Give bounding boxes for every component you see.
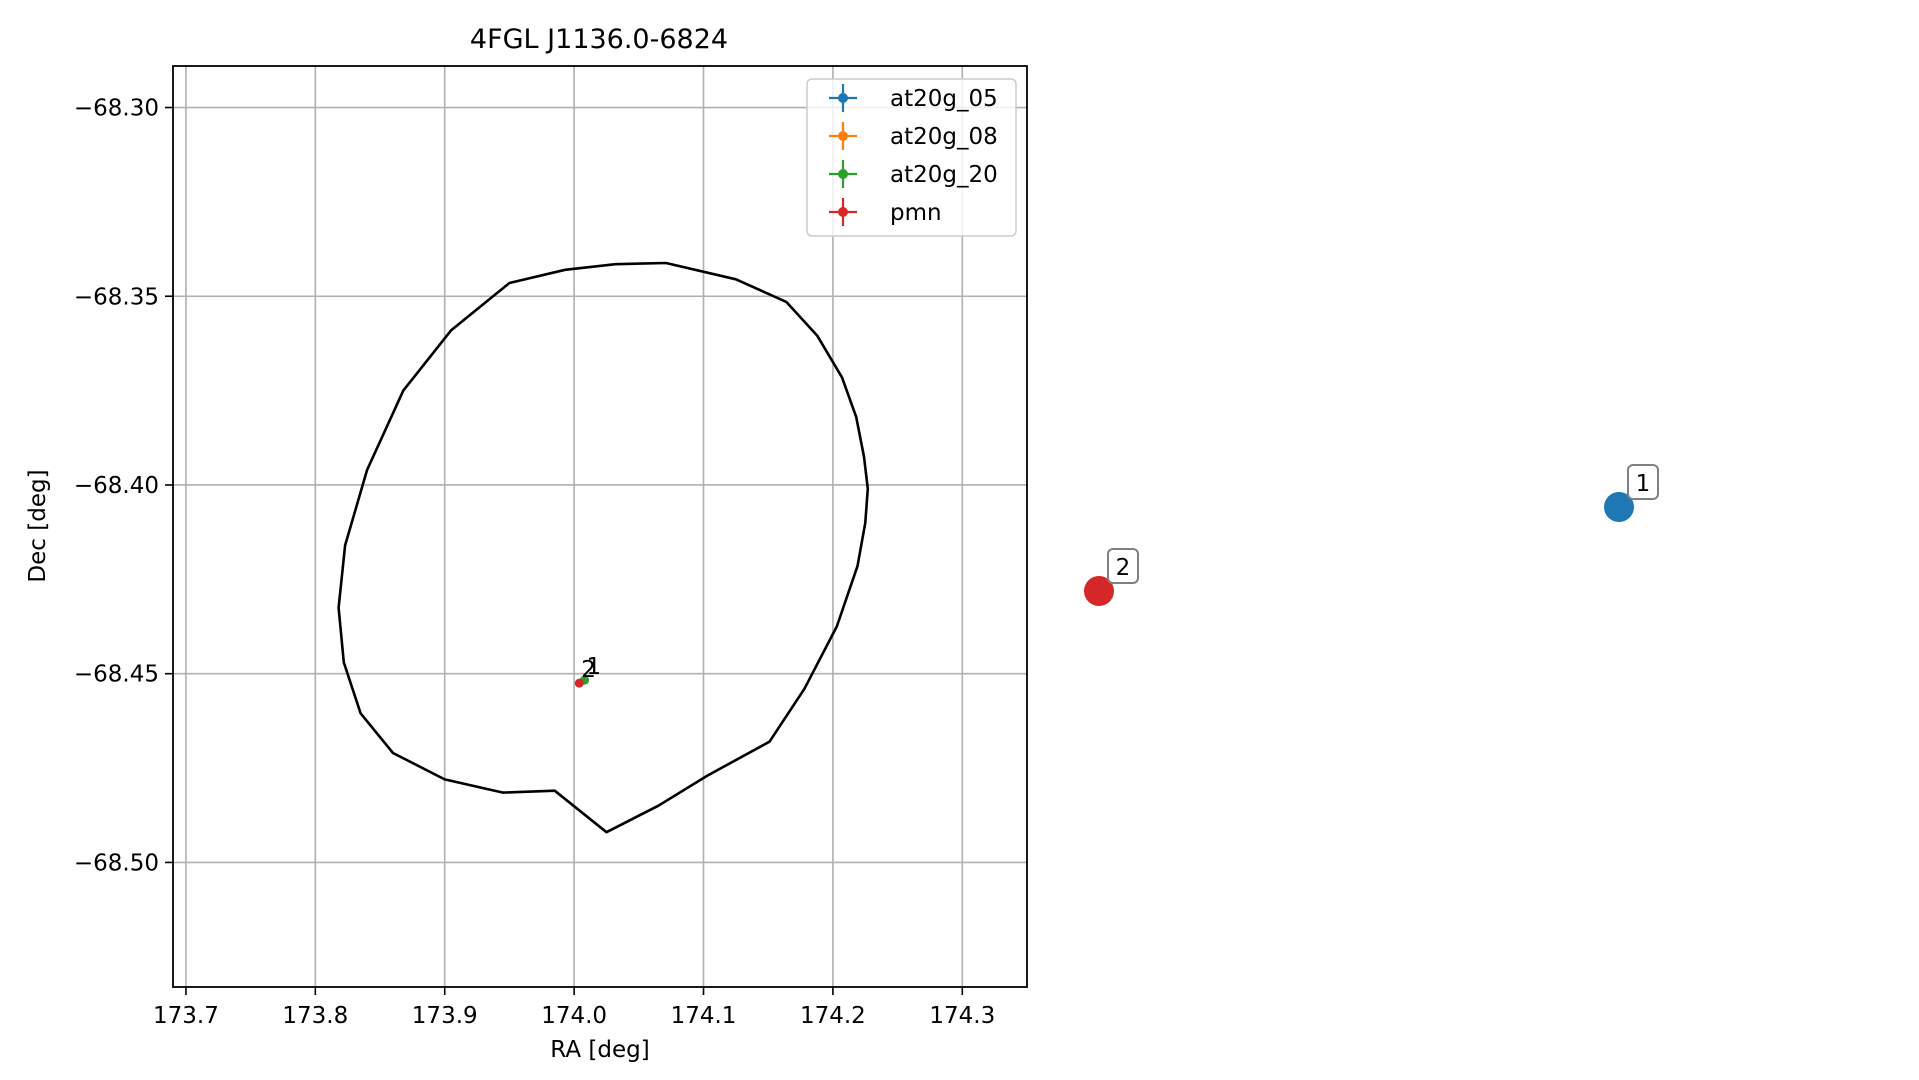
legend-marker [838, 131, 848, 141]
inset-marker-dot [1084, 576, 1114, 606]
inset-marker-badge [1627, 464, 1659, 500]
inset-marker-badge [1107, 548, 1139, 584]
inset-marker-label: 2 [1116, 555, 1131, 581]
legend-entry-at20g_05: at20g_05 [829, 84, 998, 112]
y-tick-label-1: −68.35 [74, 284, 159, 310]
inset-marker-1: 1 [1604, 464, 1659, 522]
y-axis-label: Dec [deg] [25, 469, 51, 582]
x-tick-label-3: 174.0 [541, 1003, 607, 1029]
y-axis-ticks: −68.30 −68.35 −68.40 −68.45 −68.50 [74, 96, 173, 876]
legend-label: at20g_05 [890, 86, 998, 112]
legend-box [806, 78, 1017, 237]
point-label-pmn: 2 [581, 657, 596, 683]
x-tick-label-0: 173.7 [153, 1003, 219, 1029]
y-tick-label-3: −68.45 [74, 662, 159, 688]
legend-marker [838, 169, 848, 179]
legend-entry-at20g_20: at20g_20 [829, 160, 998, 188]
points-layer: 12 [574, 654, 601, 688]
uncertainty-ellipse-layer [337, 261, 870, 834]
legend-marker [838, 207, 848, 217]
legend-entry-pmn: pmn [829, 198, 942, 226]
legend-label: at20g_20 [890, 162, 998, 188]
inset-markers: 12 [1084, 464, 1659, 606]
y-tick-label-2: −68.40 [74, 473, 159, 499]
y-tick-label-4: −68.50 [74, 850, 159, 876]
plot-area-frame [172, 65, 1028, 988]
x-tick-label-2: 173.9 [412, 1003, 478, 1029]
legend-marker [838, 93, 848, 103]
inset-marker-2: 2 [1084, 548, 1139, 606]
point-label-at20g_05: 1 [586, 654, 601, 680]
point-pmn-0 [574, 678, 584, 688]
uncertainty-ellipse [337, 261, 870, 834]
x-axis-label: RA [deg] [550, 1037, 649, 1063]
legend-label: at20g_08 [890, 124, 998, 150]
inset-marker-label: 1 [1636, 471, 1651, 497]
legend-label: pmn [890, 200, 942, 226]
y-tick-label-0: −68.30 [74, 96, 159, 122]
x-tick-label-1: 173.8 [282, 1003, 348, 1029]
inset-marker-dot [1604, 492, 1634, 522]
x-tick-label-5: 174.2 [800, 1003, 866, 1029]
x-axis-ticks: 173.7 173.8 173.9 174.0 174.1 174.2 174.3 [153, 987, 995, 1029]
legend-entry-at20g_08: at20g_08 [829, 122, 998, 150]
grid [173, 66, 1027, 987]
x-tick-label-4: 174.1 [671, 1003, 737, 1029]
x-tick-label-6: 174.3 [929, 1003, 995, 1029]
chart-title: 4FGL J1136.0-6824 [470, 24, 728, 55]
